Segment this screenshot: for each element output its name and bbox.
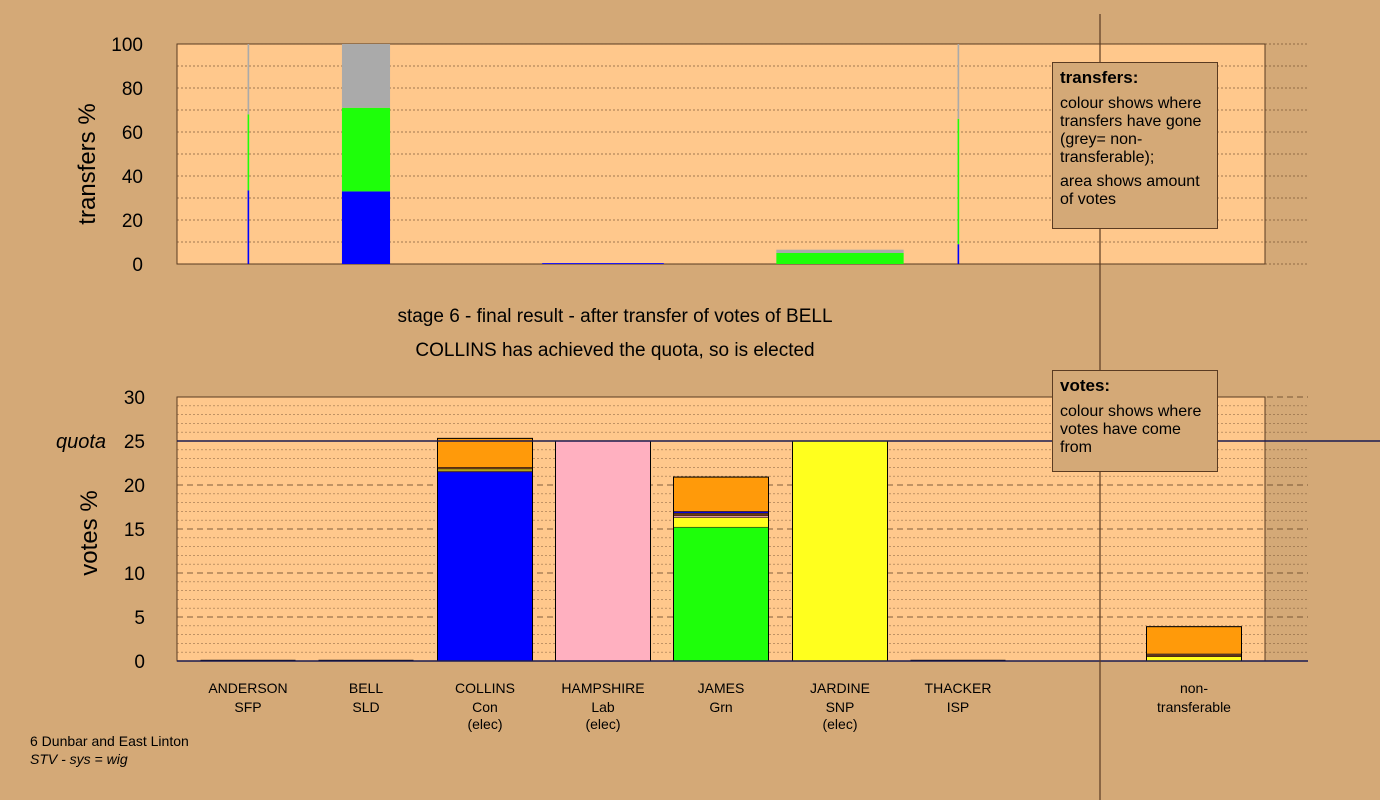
votes-legend: votes: colour shows where votes have com… (1052, 370, 1218, 472)
votes-axis-label: votes % (76, 490, 103, 575)
votes-tick-label: 10 (124, 564, 145, 585)
candidate-name-label: BELL (349, 680, 383, 696)
transfers-tick-label: 60 (122, 123, 143, 144)
transfers-legend-text-1: colour shows where transfers have gone (… (1060, 95, 1202, 166)
transfer-segment-anderson (247, 190, 250, 264)
candidate-name-label: JAMES (698, 680, 745, 696)
transfers-tick-label: 20 (122, 211, 143, 232)
candidate-elected-label: (elec) (467, 716, 502, 732)
vote-segment-sfp (437, 438, 533, 468)
footer: 6 Dunbar and East Linton STV - sys = wig (30, 732, 189, 768)
votes-tick-label: 30 (124, 388, 145, 409)
transfer-segment-hampshire (542, 263, 664, 264)
quota-label: quota (56, 431, 106, 453)
vote-segment-snp (792, 440, 888, 662)
candidate-name-label: ANDERSON (208, 680, 287, 696)
votes-tick-label: 0 (134, 652, 145, 673)
candidate-party-label: Con (472, 699, 498, 715)
candidate-name-label: non- (1180, 680, 1208, 696)
votes-legend-title: votes: (1060, 376, 1111, 395)
candidate-name-label: COLLINS (455, 680, 515, 696)
vote-segment-con (437, 471, 533, 662)
candidate-name-label: THACKER (925, 680, 992, 696)
system-label: STV - sys = wig (30, 751, 128, 767)
votes-tick-label-quota: 25 (124, 432, 145, 453)
transfer-segment-anderson (247, 114, 250, 191)
candidate-party-label: SFP (234, 699, 261, 715)
vote-segment-sfp (1146, 626, 1242, 655)
vote-segment-sfp (673, 476, 769, 512)
stage-caption: stage 6 - final result - after transfer … (397, 306, 833, 327)
candidate-party-label: transferable (1157, 699, 1231, 715)
vote-segment-snp (673, 517, 769, 528)
transfer-segment-thacker (957, 118, 960, 245)
transfer-segment-jardine (776, 249, 904, 253)
vote-segment-isp (673, 512, 769, 517)
candidate-party-label: Grn (709, 699, 732, 715)
votes-tick-label: 5 (134, 608, 145, 629)
transfers-legend-text-2: area shows amount of votes (1060, 173, 1200, 208)
transfer-segment-thacker (957, 244, 960, 264)
elected-caption: COLLINS has achieved the quota, so is el… (415, 340, 815, 361)
votes-tick-label: 20 (124, 476, 145, 497)
candidate-party-label: Lab (591, 699, 615, 715)
transfer-segment-bell (341, 44, 391, 108)
candidate-party-label: ISP (947, 699, 970, 715)
candidate-elected-label: (elec) (822, 716, 857, 732)
transfers-legend: transfers: colour shows where transfers … (1052, 62, 1218, 229)
transfers-tick-label: 0 (132, 255, 143, 276)
votes-legend-text: colour shows where votes have come from (1060, 403, 1202, 456)
transfers-tick-label: 100 (111, 35, 143, 56)
candidate-party-label: SLD (352, 699, 379, 715)
transfer-segment-bell (341, 107, 391, 192)
vote-segment-lab (555, 440, 651, 662)
transfers-axis-label: transfers % (74, 103, 101, 224)
transfers-legend-title: transfers: (1060, 68, 1139, 87)
transfers-tick-label: 40 (122, 167, 143, 188)
transfer-segment-jardine (776, 253, 904, 264)
candidate-name-label: JARDINE (810, 680, 870, 696)
votes-tick-label: 15 (124, 520, 145, 541)
candidate-name-label: HAMPSHIRE (561, 680, 644, 696)
transfers-tick-label: 80 (122, 79, 143, 100)
constituency-label: 6 Dunbar and East Linton (30, 733, 189, 749)
vote-segment-grn (673, 526, 769, 662)
candidate-party-label: SNP (826, 699, 855, 715)
transfer-segment-thacker (957, 44, 960, 119)
transfer-segment-bell (341, 191, 391, 264)
transfer-segment-anderson (247, 44, 250, 115)
candidate-elected-label: (elec) (585, 716, 620, 732)
